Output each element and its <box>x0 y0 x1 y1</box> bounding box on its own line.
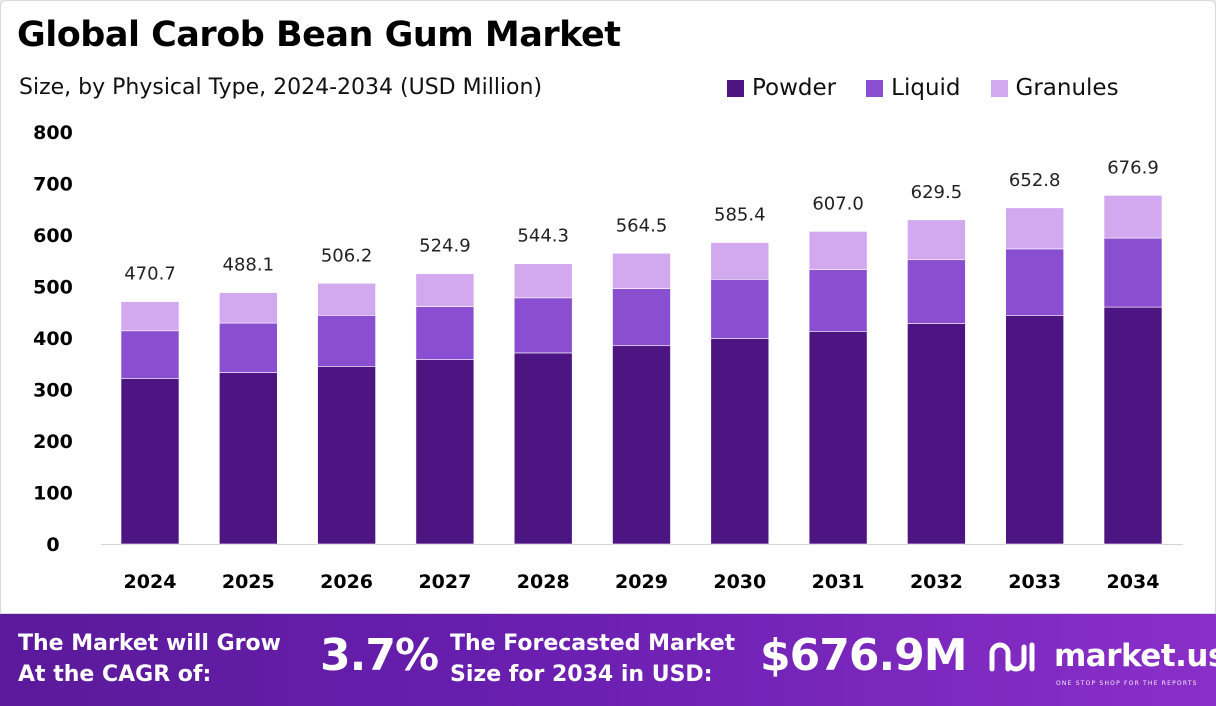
bar-segment-powder <box>1103 306 1163 545</box>
cagr-value: 3.7% <box>320 630 439 681</box>
y-tick-label: 300 <box>33 380 73 402</box>
y-tick-label: 700 <box>33 174 73 196</box>
y-tick-label: 600 <box>33 225 73 247</box>
chart-title: Global Carob Bean Gum Market <box>17 15 621 55</box>
bar-segment-granules <box>907 219 966 261</box>
x-tick-label: 2031 <box>812 571 865 593</box>
legend-swatch-liquid <box>866 79 884 97</box>
y-tick-label: 200 <box>33 431 73 453</box>
bar-segment-powder <box>415 359 475 545</box>
bar-segment-granules <box>612 252 671 289</box>
legend-label-granules: Granules <box>1015 75 1119 101</box>
bar-segment-liquid <box>219 322 278 373</box>
forecast-label: The Forecasted Market Size for 2034 in U… <box>450 628 735 690</box>
bar-segment-liquid <box>415 306 475 360</box>
x-tick-label: 2027 <box>418 571 471 593</box>
x-tick-label: 2026 <box>320 571 373 593</box>
y-tick-label: 100 <box>33 483 73 505</box>
bar-segment-powder <box>1005 315 1065 545</box>
stacked-bar-chart: 0 100 200 300 400 500 600 700 800 470.7 2024 488.1 2… <box>33 122 1183 593</box>
x-tick-label: 2029 <box>615 571 668 593</box>
forecast-label-line2: Size for 2034 in USD: <box>450 662 713 687</box>
x-tick-label: 2033 <box>1008 571 1061 593</box>
bar-segment-granules <box>120 301 180 332</box>
bar-total-label: 524.9 <box>419 236 471 257</box>
bar-segment-liquid <box>808 269 868 332</box>
x-tick-label: 2030 <box>713 571 766 593</box>
forecast-value: $676.9M <box>760 630 968 681</box>
legend-item-powder: Powder <box>727 75 836 101</box>
bar-segment-granules <box>1005 207 1065 250</box>
bar-segment-powder <box>907 323 966 545</box>
bar-segment-granules <box>219 292 278 324</box>
bar-segment-powder <box>710 338 770 545</box>
bar-segment-granules <box>415 273 475 307</box>
bar-segment-powder <box>317 366 376 545</box>
bar-segment-powder <box>219 372 278 545</box>
bar-total-label: 488.1 <box>223 255 275 276</box>
bar-segment-liquid <box>513 297 573 354</box>
cagr-label-line2: At the CAGR of: <box>18 662 212 687</box>
bar-total-label: 629.5 <box>911 182 963 203</box>
bar-segment-liquid <box>120 330 180 379</box>
bar-segment-powder <box>612 345 671 545</box>
cagr-label-line1: The Market will Grow <box>18 631 281 656</box>
x-tick-label: 2032 <box>910 571 963 593</box>
legend-label-liquid: Liquid <box>891 75 961 101</box>
bar-segment-granules <box>808 231 868 270</box>
cagr-label: The Market will Grow At the CAGR of: <box>18 628 281 690</box>
bar-segment-liquid <box>612 288 671 347</box>
bar-segment-granules <box>710 242 770 280</box>
x-tick-label: 2034 <box>1107 571 1160 593</box>
bar-total-label: 652.8 <box>1009 170 1061 191</box>
bar-total-label: 585.4 <box>714 205 766 226</box>
bar-segment-granules <box>1103 195 1163 239</box>
bar-total-label: 470.7 <box>124 264 176 285</box>
bar-segment-liquid <box>317 315 376 367</box>
y-tick-label: 500 <box>33 277 73 299</box>
bar-segment-liquid <box>1005 248 1065 316</box>
bar-segment-liquid <box>907 259 966 324</box>
bar-segment-granules <box>513 263 573 299</box>
forecast-label-line1: The Forecasted Market <box>450 631 736 656</box>
bar-total-label: 506.2 <box>321 245 373 266</box>
chart-subtitle: Size, by Physical Type, 2024-2034 (USD M… <box>19 75 543 100</box>
bar-segment-powder <box>120 378 180 545</box>
y-tick-label: 0 <box>46 534 59 556</box>
footer-banner: The Market will Grow At the CAGR of: 3.7… <box>0 614 1216 706</box>
x-tick-label: 2025 <box>222 571 275 593</box>
bar-total-label: 564.5 <box>616 215 668 236</box>
bar-segment-liquid <box>710 278 770 339</box>
bar-segment-liquid <box>1103 237 1163 308</box>
y-tick-label: 400 <box>33 328 73 350</box>
chart-legend: Powder Liquid Granules <box>727 75 1119 101</box>
legend-item-liquid: Liquid <box>866 75 961 101</box>
chart-card: Global Carob Bean Gum Market Size, by Ph… <box>0 0 1216 614</box>
legend-item-granules: Granules <box>990 75 1119 101</box>
bar-total-label: 544.3 <box>517 226 569 247</box>
market-us-logo: market.us <box>988 638 1216 674</box>
bar-segment-powder <box>513 352 573 545</box>
market-us-logo-icon <box>989 642 1035 672</box>
bar-total-label: 607.0 <box>812 193 864 214</box>
legend-swatch-granules <box>990 79 1008 97</box>
market-us-tagline: ONE STOP SHOP FOR THE REPORTS <box>1056 680 1198 687</box>
bar-segment-powder <box>808 331 868 545</box>
legend-swatch-powder <box>727 79 744 97</box>
bar-total-label: 676.9 <box>1107 157 1159 178</box>
y-tick-label: 800 <box>33 122 73 144</box>
x-tick-label: 2024 <box>124 571 177 593</box>
legend-label-powder: Powder <box>752 75 837 101</box>
bar-segment-granules <box>317 283 376 316</box>
x-tick-label: 2028 <box>517 571 570 593</box>
market-us-logo-text: market.us <box>1054 638 1216 674</box>
